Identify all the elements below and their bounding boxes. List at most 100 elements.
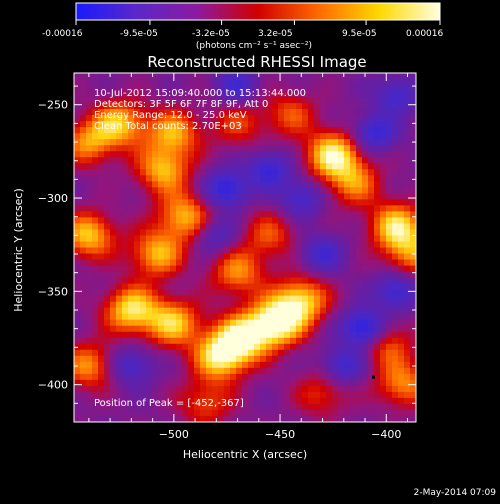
heatmap-cell <box>134 127 141 134</box>
heatmap-cell <box>194 367 201 375</box>
heatmap-cell <box>86 205 93 212</box>
heatmap-cell <box>188 283 195 291</box>
heatmap-cell <box>260 331 267 339</box>
heatmap-cell <box>344 199 351 206</box>
heatmap-cell <box>146 121 153 128</box>
heatmap-cell <box>86 187 93 194</box>
heatmap-cell <box>236 403 243 411</box>
heatmap-cell <box>290 415 297 423</box>
heatmap-cell <box>260 337 267 345</box>
heatmap-cell <box>410 163 417 170</box>
heatmap-cell <box>206 91 213 98</box>
heatmap-cell <box>386 85 393 92</box>
heatmap-cell <box>146 73 153 80</box>
heatmap-cell <box>176 391 183 399</box>
heatmap-cell <box>218 409 225 417</box>
heatmap-cell <box>356 337 363 345</box>
heatmap-cell <box>254 151 261 158</box>
heatmap-cell <box>290 289 297 297</box>
heatmap-cell <box>152 379 159 387</box>
heatmap-cell <box>194 385 201 393</box>
heatmap-cell <box>248 301 255 309</box>
heatmap-cell <box>128 271 135 278</box>
heatmap-cell <box>182 157 189 164</box>
heatmap-cell <box>308 145 315 152</box>
heatmap-cell <box>170 73 177 80</box>
heatmap-cell <box>266 271 273 278</box>
heatmap-cell <box>158 385 165 393</box>
heatmap-cell <box>320 259 327 266</box>
heatmap-cell <box>218 73 225 80</box>
heatmap-cell <box>74 199 81 206</box>
heatmap-cell <box>98 193 105 200</box>
heatmap-cell <box>152 313 159 321</box>
heatmap-cell <box>164 217 171 224</box>
heatmap-cell <box>314 367 321 375</box>
heatmap-cell <box>278 73 285 80</box>
heatmap-cell <box>254 415 261 423</box>
heatmap-cell <box>140 283 147 291</box>
heatmap-cell <box>122 205 129 212</box>
heatmap-cell <box>86 181 93 188</box>
heatmap-cell <box>86 175 93 182</box>
heatmap-cell <box>290 355 297 363</box>
heatmap-cell <box>146 109 153 116</box>
heatmap-cell <box>116 373 123 381</box>
heatmap-cell <box>398 229 405 236</box>
heatmap-cell <box>188 241 195 248</box>
heatmap-cell <box>368 253 375 260</box>
heatmap-cell <box>350 397 357 405</box>
heatmap-cell <box>224 187 231 194</box>
heatmap-cell <box>326 115 333 122</box>
heatmap-cell <box>110 247 117 254</box>
heatmap-cell <box>368 109 375 116</box>
heatmap-cell <box>92 91 99 98</box>
heatmap-cell <box>410 79 417 86</box>
heatmap-cell <box>164 169 171 176</box>
heatmap-cell <box>134 409 141 417</box>
heatmap-cell <box>350 157 357 164</box>
heatmap-cell <box>122 367 129 375</box>
heatmap-cell <box>296 361 303 369</box>
annotation-time-range: 10-Jul-2012 15:09:40.000 to 15:13:44.000 <box>94 88 306 99</box>
heatmap-cell <box>332 139 339 146</box>
heatmap-cell <box>248 133 255 140</box>
heatmap-cell <box>98 307 105 315</box>
heatmap-cell <box>326 235 333 242</box>
heatmap-cell <box>230 253 237 260</box>
heatmap-cell <box>272 391 279 399</box>
heatmap-cell <box>152 217 159 224</box>
heatmap-cell <box>332 367 339 375</box>
heatmap-cell <box>206 103 213 110</box>
heatmap-cell <box>272 181 279 188</box>
heatmap-cell <box>398 133 405 140</box>
heatmap-cell <box>212 343 219 351</box>
heatmap-cell <box>230 127 237 134</box>
heatmap-cell <box>278 355 285 363</box>
heatmap-cell <box>116 301 123 309</box>
heatmap-cell <box>374 337 381 345</box>
heatmap-cell <box>80 253 87 260</box>
heatmap-cell <box>302 313 309 321</box>
heatmap-cell <box>248 217 255 224</box>
heatmap-cell <box>314 385 321 393</box>
heatmap-cell <box>74 253 81 260</box>
heatmap-cell <box>362 217 369 224</box>
heatmap-cell <box>368 127 375 134</box>
heatmap-cell <box>404 127 411 134</box>
heatmap-cell <box>356 259 363 266</box>
heatmap-cell <box>134 325 141 333</box>
heatmap-cell <box>314 169 321 176</box>
heatmap-cell <box>386 91 393 98</box>
heatmap-cell <box>380 289 387 297</box>
heatmap-cell <box>242 121 249 128</box>
heatmap-cell <box>128 277 135 285</box>
heatmap-cell <box>122 211 129 218</box>
heatmap-cell <box>140 343 147 351</box>
heatmap-cell <box>74 235 81 242</box>
heatmap-cell <box>74 229 81 236</box>
heatmap-cell <box>338 139 345 146</box>
heatmap-cell <box>194 373 201 381</box>
heatmap-cell <box>410 97 417 104</box>
heatmap-cell <box>314 337 321 345</box>
